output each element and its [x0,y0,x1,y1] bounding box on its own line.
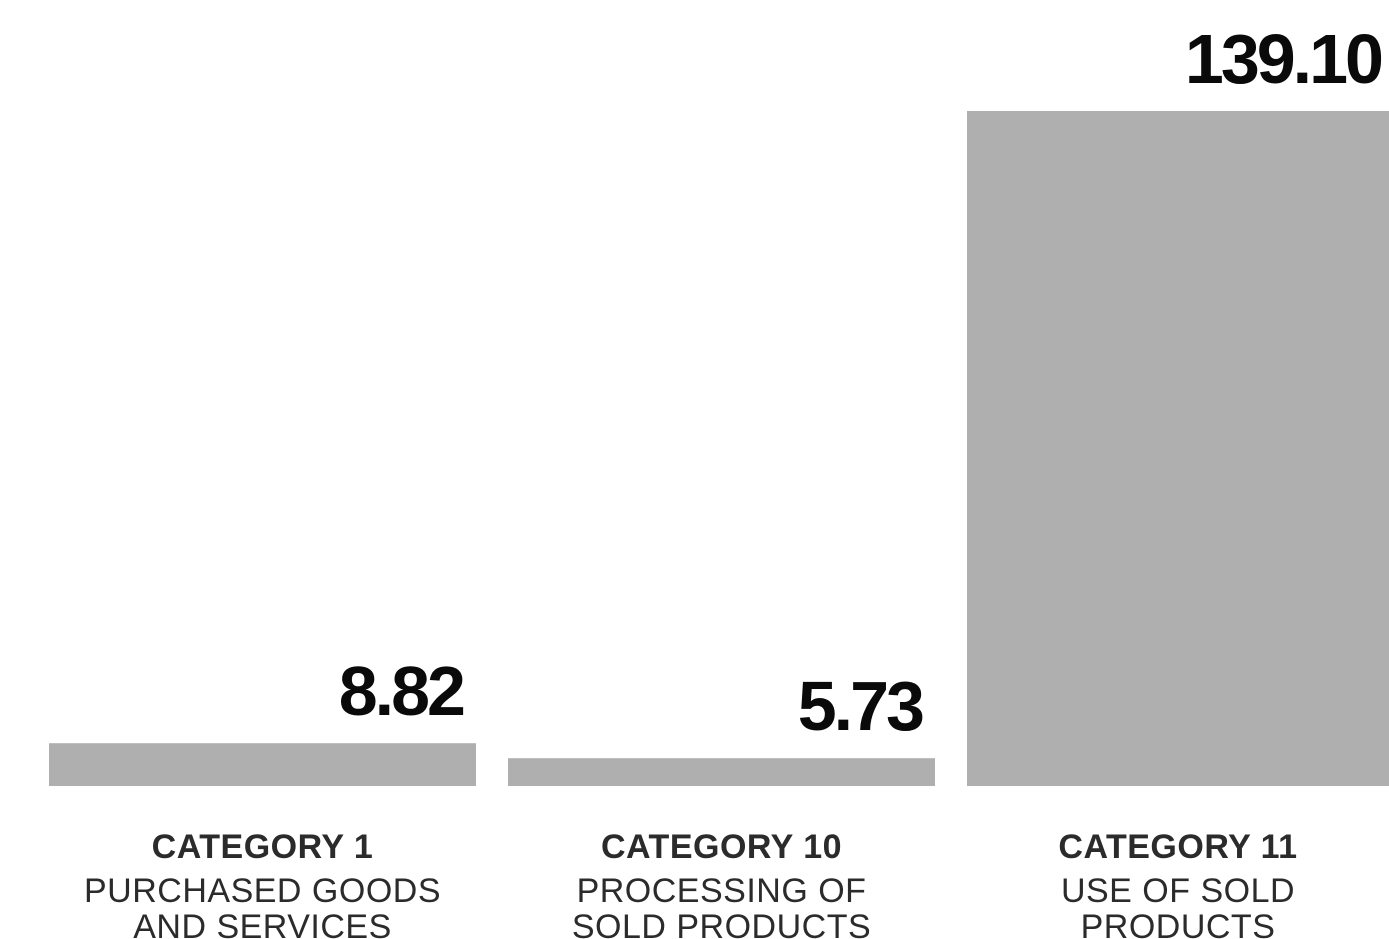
bar-value-label-2: 5.73 [798,667,923,745]
category-description-2-line-1: PROCESSING OF [577,872,867,910]
category-description-3-line-1: USE OF SOLD [1061,872,1295,910]
category-name-3: CATEGORY 11 [1058,828,1297,866]
category-description-2-line-2: SOLD PRODUCTS [572,908,871,939]
category-description-1-line-2: AND SERVICES [133,908,392,939]
category-description-1-line-1: PURCHASED GOODS [84,872,441,910]
bar-value-label-1: 8.82 [339,652,464,730]
bar-2 [508,758,935,786]
category-name-2: CATEGORY 10 [601,828,842,866]
bar-1 [49,743,476,786]
bars-layer [49,111,1389,786]
category-name-1: CATEGORY 1 [152,828,374,866]
bar-value-label-3: 139.10 [1185,20,1382,98]
value-labels-layer: 8.82 5.73 139.10 [339,20,1385,745]
bar-3 [967,111,1389,786]
category-description-3-line-2: PRODUCTS [1081,908,1276,939]
